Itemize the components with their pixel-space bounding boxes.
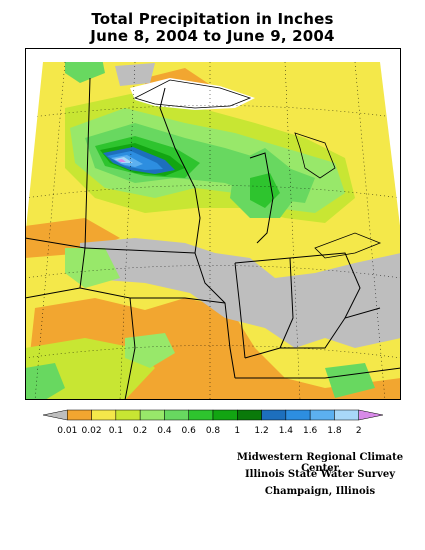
legend-swatch [359, 410, 383, 420]
precipitation-map [25, 48, 401, 400]
legend-swatch [43, 410, 67, 420]
map-date-range: June 8, 2004 to June 9, 2004 [0, 27, 425, 45]
legend-swatch [237, 410, 261, 420]
legend-swatch [262, 410, 286, 420]
legend-label: 0.2 [133, 426, 147, 436]
legend-label: 0.02 [82, 426, 102, 436]
legend-label: 1 [234, 426, 240, 436]
legend-swatch [140, 410, 164, 420]
legend-label: 0.4 [157, 426, 172, 436]
legend-swatch [310, 410, 334, 420]
credit-line-2: Illinois State Water Survey [220, 469, 420, 480]
legend-label: 1.6 [303, 426, 318, 436]
legend-swatch [92, 410, 116, 420]
legend-label: 0.01 [57, 426, 77, 436]
map-title: Total Precipitation in Inches [0, 10, 425, 28]
credit-line-3: Champaign, Illinois [220, 486, 420, 497]
legend-label: 0.6 [182, 426, 197, 436]
legend-swatch [213, 410, 237, 420]
legend-swatch [286, 410, 310, 420]
legend-label: 2 [356, 426, 362, 436]
legend-swatch [116, 410, 140, 420]
legend-label: 1.4 [279, 426, 294, 436]
precipitation-legend: 0.01 0.02 0.1 0.2 0.4 0.6 0.8 1 1.2 1.4 1.6 1.8 2 [25, 405, 401, 445]
legend-label: 1.2 [254, 426, 268, 436]
legend-swatch [67, 410, 91, 420]
legend-swatch [164, 410, 188, 420]
legend-label: 0.8 [206, 426, 221, 436]
legend-label: 0.1 [109, 426, 123, 436]
legend-swatch [334, 410, 358, 420]
legend-label: 1.8 [327, 426, 342, 436]
legend-swatch [189, 410, 213, 420]
